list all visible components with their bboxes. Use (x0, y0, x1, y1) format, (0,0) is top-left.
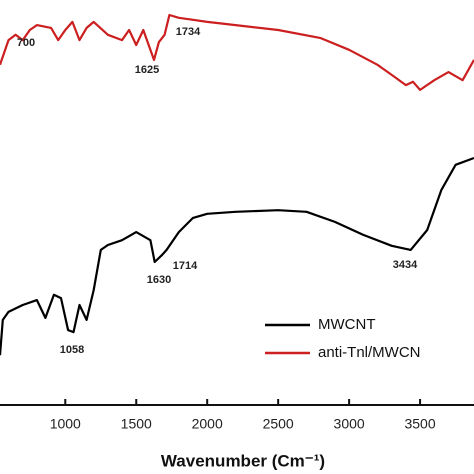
x-tick-label: 2500 (263, 416, 294, 432)
legend-label: anti-Tnl/MWCN (318, 344, 421, 361)
x-tick-label: 3000 (334, 416, 365, 432)
legend-label: MWCNT (318, 316, 375, 333)
x-tick-label: 1500 (121, 416, 152, 432)
x-axis-label: Wavenumber (Cm⁻¹) (161, 451, 325, 470)
peak-label: 1714 (173, 260, 198, 272)
spectrum-line (0, 13, 474, 91)
peak-label: 3434 (393, 259, 418, 271)
peak-label: 1630 (147, 274, 171, 286)
x-tick-label: 2000 (192, 416, 223, 432)
peak-label: 700 (17, 37, 35, 49)
peak-label: 1058 (60, 344, 84, 356)
x-tick-label: 1000 (50, 416, 81, 432)
spectrum-line (0, 156, 474, 356)
peak-label: 1734 (176, 26, 201, 38)
x-tick-label: 3500 (404, 416, 435, 432)
peak-label: 1625 (135, 64, 159, 76)
